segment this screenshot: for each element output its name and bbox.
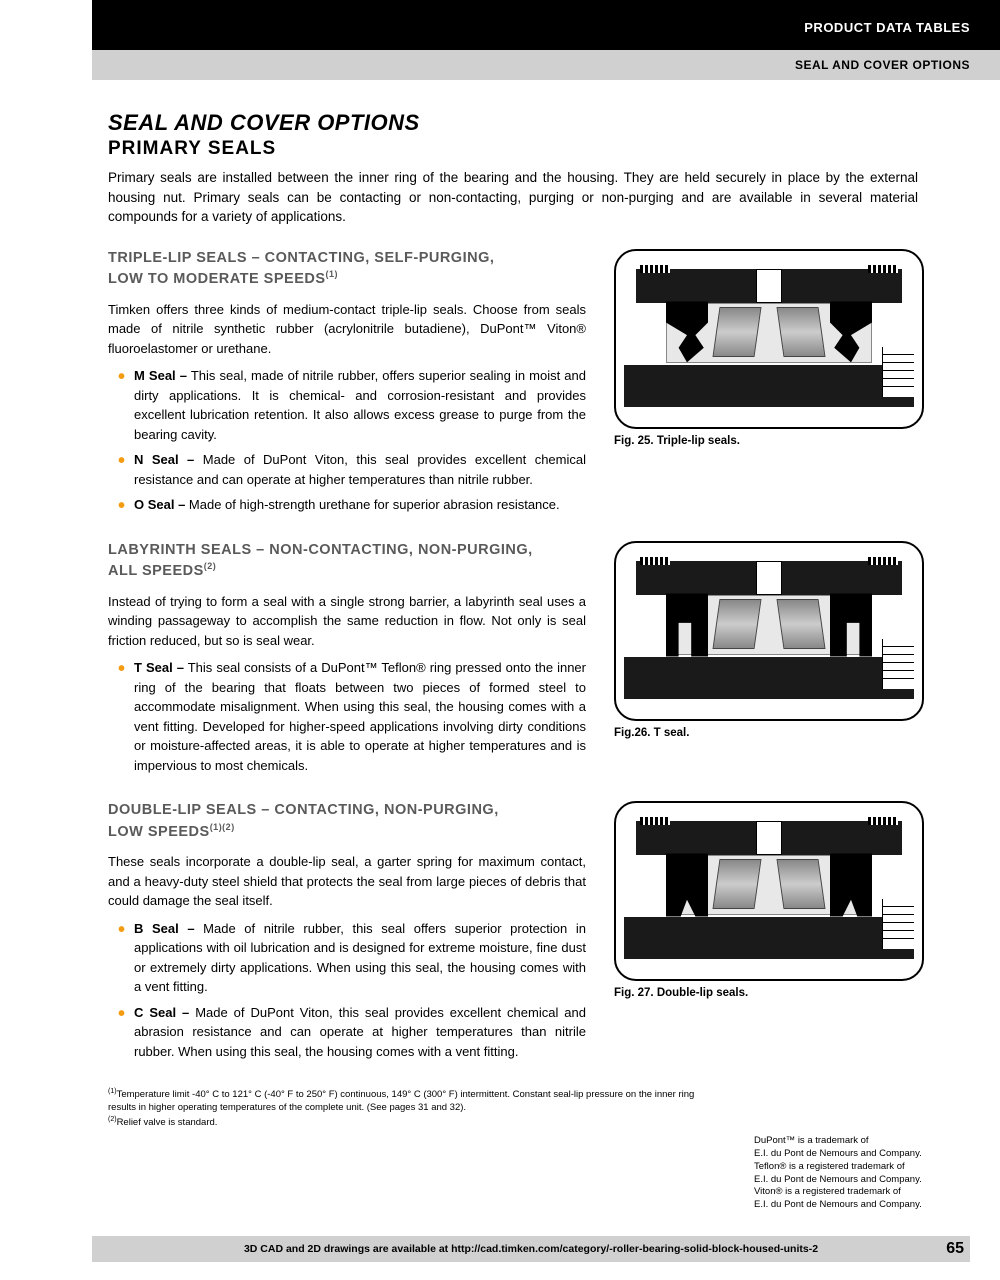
item-text: This seal consists of a DuPont™ Teflon® … [134,660,586,773]
double-list: B Seal – Made of nitrile rubber, this se… [108,919,586,1062]
section-double-lip: DOUBLE-LIP SEALS – CONTACTING, NON-PURGI… [108,801,970,1067]
footer-bar: 3D CAD and 2D drawings are available at … [92,1236,970,1262]
footnote-text: Temperature limit -40° C to 121° C (-40°… [108,1089,694,1113]
heading-line: LABYRINTH SEALS – NON-CONTACTING, NON-PU… [108,542,533,558]
item-text: Made of nitrile rubber, this seal offers… [134,921,586,995]
item-name: B Seal – [134,921,195,936]
labyrinth-para: Instead of trying to form a seal with a … [108,592,586,651]
double-heading: DOUBLE-LIP SEALS – CONTACTING, NON-PURGI… [108,801,586,842]
item-name: O Seal – [134,497,185,512]
section-triple-lip: TRIPLE-LIP SEALS – CONTACTING, SELF-PURG… [108,249,970,521]
triple-list: M Seal – This seal, made of nitrile rubb… [108,366,586,515]
item-name: M Seal – [134,368,187,383]
figure-triple-lip [614,249,924,429]
list-item: N Seal – Made of DuPont Viton, this seal… [122,450,586,489]
list-item: M Seal – This seal, made of nitrile rubb… [122,366,586,444]
header-black-bar: PRODUCT DATA TABLES [92,0,1000,50]
item-name: C Seal – [134,1005,189,1020]
heading-sup: (1) [326,269,339,279]
item-name: T Seal – [134,660,184,675]
figure-double-lip [614,801,924,981]
footnote-sup: (1) [108,1088,117,1095]
header-subcategory: SEAL AND COVER OPTIONS [795,58,970,72]
sub-title: PRIMARY SEALS [108,138,970,160]
trademark-notice: DuPont™ is a trademark of E.I. du Pont d… [754,1135,964,1212]
fig27-caption: Fig. 27. Double-lip seals. [614,987,924,999]
item-text: Made of DuPont Viton, this seal provides… [134,452,586,487]
fig26-caption: Fig.26. T seal. [614,727,924,739]
list-item: T Seal – This seal consists of a DuPont™… [122,658,586,775]
labyrinth-list: T Seal – This seal consists of a DuPont™… [108,658,586,775]
heading-line: DOUBLE-LIP SEALS – CONTACTING, NON-PURGI… [108,802,499,818]
list-item: C Seal – Made of DuPont Viton, this seal… [122,1003,586,1062]
heading-line: TRIPLE-LIP SEALS – CONTACTING, SELF-PURG… [108,250,494,266]
footer-text: 3D CAD and 2D drawings are available at … [244,1243,818,1255]
list-item: O Seal – Made of high-strength urethane … [122,495,586,515]
footnotes: (1)Temperature limit -40° C to 121° C (-… [108,1087,708,1130]
item-text: Made of high-strength urethane for super… [185,497,559,512]
figure-t-seal [614,541,924,721]
footnote-sup: (2) [108,1116,117,1123]
fig25-caption: Fig. 25. Triple-lip seals. [614,435,924,447]
heading-line: LOW TO MODERATE SPEEDS [108,271,326,287]
header-category: PRODUCT DATA TABLES [804,20,970,35]
section-labyrinth: LABYRINTH SEALS – NON-CONTACTING, NON-PU… [108,541,970,781]
double-para: These seals incorporate a double-lip sea… [108,852,586,911]
item-text: This seal, made of nitrile rubber, offer… [134,368,586,442]
footnote-text: Relief valve is standard. [117,1117,218,1128]
item-text: Made of DuPont Viton, this seal provides… [134,1005,586,1059]
triple-heading: TRIPLE-LIP SEALS – CONTACTING, SELF-PURG… [108,249,586,290]
intro-paragraph: Primary seals are installed between the … [108,168,918,227]
list-item: B Seal – Made of nitrile rubber, this se… [122,919,586,997]
page-content: SEAL AND COVER OPTIONS PRIMARY SEALS Pri… [0,80,1000,1130]
header-gray-bar: SEAL AND COVER OPTIONS [92,50,1000,80]
triple-para: Timken offers three kinds of medium-cont… [108,300,586,359]
heading-line: ALL SPEEDS [108,563,204,579]
main-title: SEAL AND COVER OPTIONS [108,110,970,136]
heading-line: LOW SPEEDS [108,823,210,839]
item-name: N Seal – [134,452,194,467]
page-number: 65 [946,1240,964,1258]
heading-sup: (1)(2) [210,822,235,832]
heading-sup: (2) [204,561,217,571]
labyrinth-heading: LABYRINTH SEALS – NON-CONTACTING, NON-PU… [108,541,586,582]
